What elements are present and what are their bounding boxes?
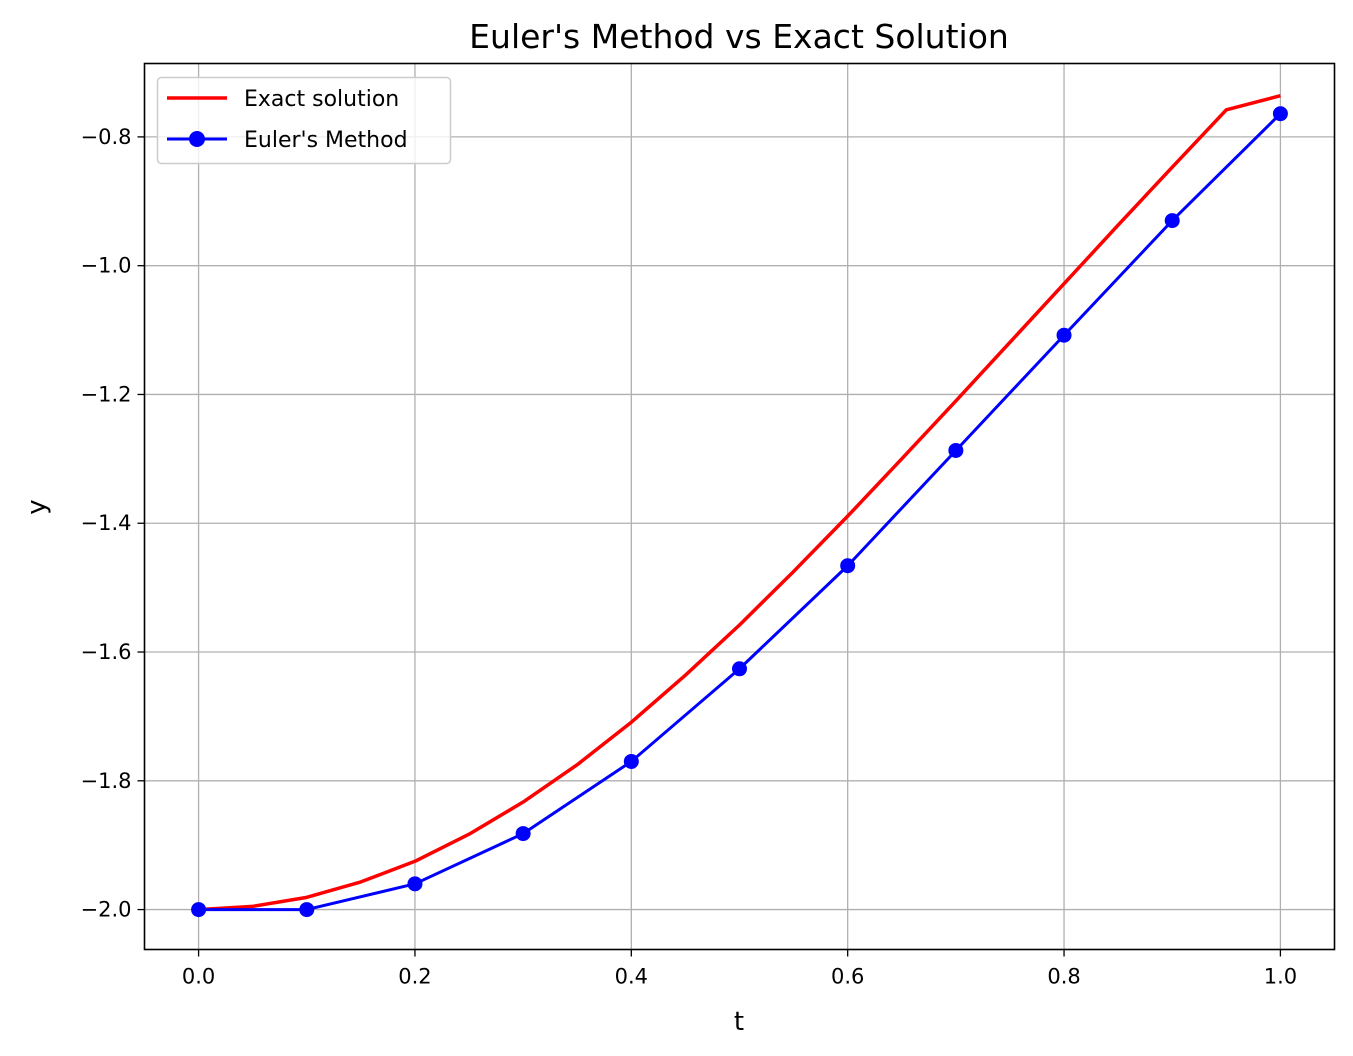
legend-euler-marker: [189, 131, 205, 147]
y-tick-label-2: −1.6: [81, 640, 132, 664]
x-tick-label-2: 0.4: [615, 965, 648, 989]
legend: Exact solution Euler's Method: [156, 76, 452, 165]
plot-area-frame: [143, 62, 1336, 951]
y-tick-label-4: −1.2: [81, 382, 132, 406]
y-tick-label-3: −1.4: [81, 511, 132, 535]
x-tick-label-1: 0.2: [398, 965, 431, 989]
data-point-euler-s-method-6: [840, 558, 856, 574]
data-point-euler-s-method-8: [1056, 327, 1072, 343]
data-point-euler-s-method-4: [623, 753, 639, 769]
legend-euler-label: Euler's Method: [244, 128, 408, 153]
x-tick-label-5: 1.0: [1264, 965, 1297, 989]
data-point-euler-s-method-9: [1164, 213, 1180, 229]
data-point-euler-s-method-2: [407, 876, 423, 892]
y-axis-label: y: [22, 499, 52, 514]
data-point-euler-s-method-0: [191, 902, 207, 918]
data-point-euler-s-method-10: [1272, 106, 1288, 122]
data-point-euler-s-method-7: [948, 442, 964, 458]
x-axis-label: t: [734, 1007, 744, 1037]
x-tick-label-4: 0.8: [1047, 965, 1080, 989]
data-point-euler-s-method-3: [515, 826, 531, 842]
legend-frame: [156, 76, 452, 165]
y-tick-label-1: −1.8: [81, 769, 132, 793]
y-tick-label-5: −1.0: [81, 254, 132, 278]
series-layer: [191, 93, 1288, 918]
legend-exact-label: Exact solution: [244, 87, 399, 112]
chart-title: Euler's Method vs Exact Solution: [469, 17, 1009, 56]
y-tick-label-6: −0.8: [81, 125, 132, 149]
y-tick-label-0: −2.0: [81, 898, 132, 922]
data-point-euler-s-method-1: [299, 902, 315, 918]
x-tick-label-0: 0.0: [182, 965, 215, 989]
data-point-euler-s-method-5: [732, 661, 747, 677]
grid-lines: [144, 63, 1335, 950]
x-tick-label-3: 0.6: [831, 965, 864, 989]
series-line-exact-solution: [198, 93, 1281, 912]
axis-ticks: 0.0 0.2 0.4 0.6 0.8 1.0 −2.0 −1.8 −1.6 −1.4 −1.2 −1…: [81, 125, 1298, 989]
